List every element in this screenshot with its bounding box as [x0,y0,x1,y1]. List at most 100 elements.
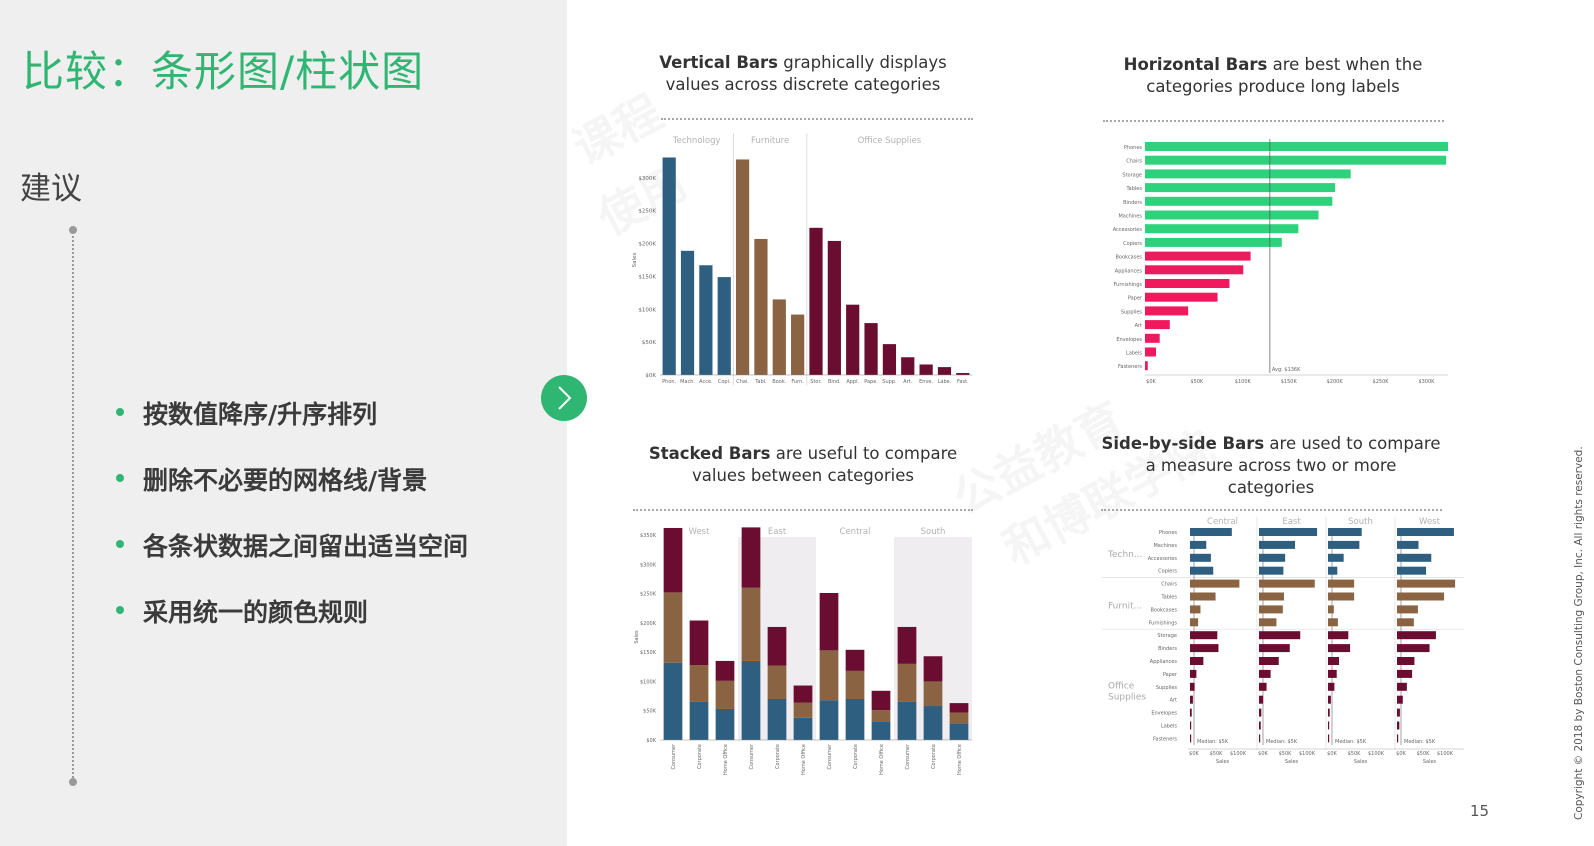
bar [956,373,970,375]
recommendation-text: 采用统一的颜色规则 [143,598,369,627]
bar-segment [845,670,865,699]
bar-segment [923,681,943,707]
x-axis-label: Sales [1423,759,1437,765]
caption-text: values across discrete categories [665,75,941,94]
bar [1397,566,1427,575]
bar [1190,708,1192,717]
x-axis-label: Sales [1354,759,1368,765]
bar [1145,169,1351,179]
bar [1397,695,1403,704]
x-tick-label: Tabl. [754,379,767,385]
bar [1259,657,1279,665]
category-label: Paper [1128,296,1143,302]
bar-segment [949,703,969,713]
y-tick-label: $100K [640,679,657,685]
recommendation-item: 采用统一的颜色规则 [116,593,468,659]
y-tick-label: $300K [638,176,656,182]
x-tick-label: Supp. [882,379,897,385]
x-tick-label: Appl. [846,379,859,385]
bar-segment [715,660,735,681]
category-label: Bookcases [1150,607,1177,613]
category-label: Art [1170,698,1177,704]
bar [1145,320,1170,330]
bar-segment [767,699,787,740]
caption-text: are best when the [1267,55,1423,74]
bullet-dot-icon [116,408,124,416]
caption-text: categories produce long labels [1146,77,1400,96]
bar-segment [897,701,917,740]
bar-segment [715,708,735,740]
left-panel: 比较：条形图/柱状图 建议 按数值降序/升序排列 删除不必要的网格线/背景 各条… [0,0,567,846]
caption-text: are used to compare [1264,434,1441,453]
bar [1328,553,1344,562]
bar [1190,657,1204,665]
y-tick-label: $50K [642,340,656,346]
bar [1190,553,1211,562]
x-tick-label: $100K [1230,751,1247,757]
bar [754,238,768,375]
bar [1259,682,1267,691]
y-tick-label: $200K [640,621,657,627]
x-tick-label: $0K [1396,751,1406,757]
row-group-label: Supplies [1108,692,1146,702]
bar [1145,292,1218,302]
bar [1259,592,1284,601]
bar [1259,618,1277,627]
bar-segment [793,702,813,718]
x-tick-label: Consumer [905,743,911,769]
panel-label: East [768,527,787,537]
copyright-notice: Copyright © 2018 by Boston Consulting Gr… [1573,446,1585,820]
bar [1145,210,1319,220]
bar [1190,682,1195,691]
bar [1190,669,1197,678]
bar-segment [741,527,761,588]
y-tick-label: $200K [638,242,656,248]
bar [1397,657,1415,665]
x-tick-label: Phon. [662,379,676,385]
bar [1190,734,1192,743]
category-label: Appliances [1150,659,1178,665]
y-tick-label: $0K [646,738,656,744]
bar [1145,265,1244,275]
bar [1397,631,1436,640]
bar [1397,618,1414,627]
bar-segment [923,706,943,740]
bar [1259,644,1290,653]
bullet-dot-icon [116,606,124,614]
x-tick-label: Home Office [801,744,807,775]
x-tick-label: Enve. [919,379,933,385]
caption-text: graphically displays [778,53,947,72]
bar-segment [871,710,891,722]
bar [1397,605,1418,614]
bar [1328,708,1330,717]
bar [1259,708,1262,717]
bullet-dot-icon [116,474,124,482]
x-tick-label: Consumer [671,743,677,769]
bar [1328,631,1349,640]
median-label: Median: $5K [1266,739,1298,745]
recommendation-text: 删除不必要的网格线/背景 [143,466,428,495]
row-group-label: Office [1108,681,1135,691]
x-tick-label: Corporate [775,744,781,769]
bar [1259,631,1301,640]
category-label: Labels [1161,724,1177,730]
bar-segment [689,620,709,666]
bar [1145,347,1157,357]
bar [1190,695,1193,704]
y-tick-label: $150K [638,274,656,280]
next-slide-button[interactable] [541,375,587,421]
category-label: Tables [1160,595,1177,601]
caption-text: values between categories [692,466,914,485]
bar [1397,644,1430,653]
bar-segment [663,662,683,740]
x-tick-label: $0K [1146,379,1156,385]
bar-segment [897,626,917,664]
bar [1190,605,1201,614]
x-tick-label: $200K [1327,379,1344,385]
y-tick-label: $150K [640,650,657,656]
category-label: Paper [1163,672,1178,678]
category-label: Phones [1124,145,1142,151]
bar [1328,644,1351,653]
bar [1397,540,1419,549]
bar-segment [663,592,683,663]
